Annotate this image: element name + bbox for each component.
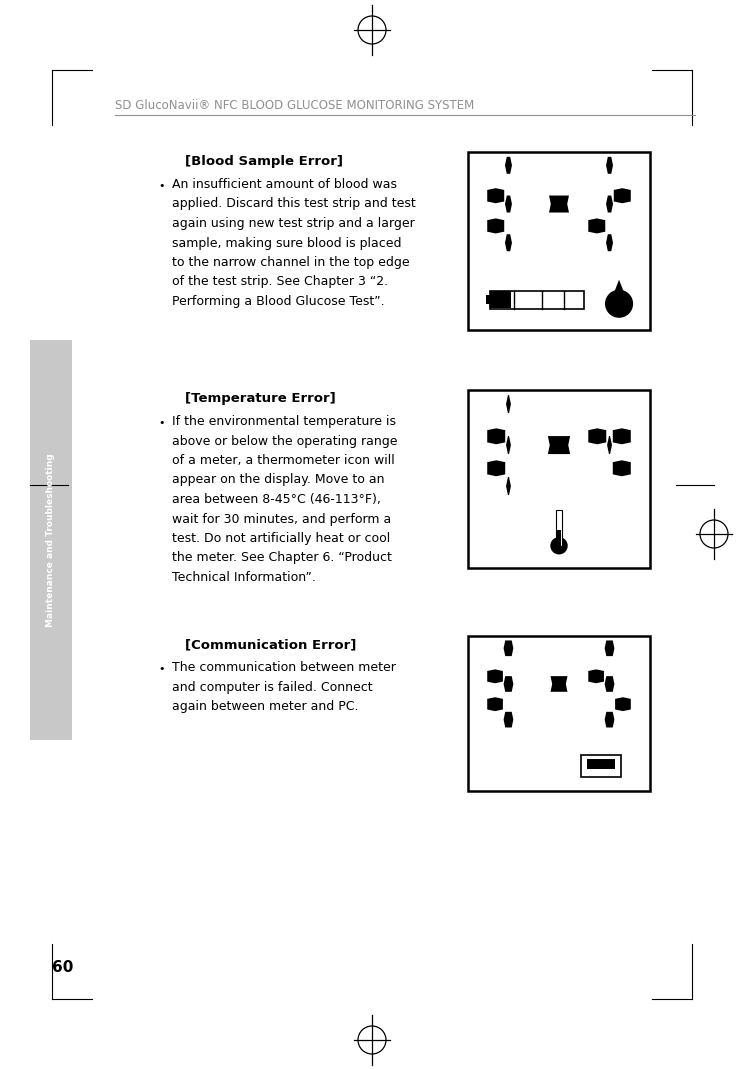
Text: Technical Information”.: Technical Information”. <box>172 571 316 584</box>
Bar <box>468 152 650 330</box>
Bar <box>557 530 561 546</box>
Text: test. Do not artificially heat or cool: test. Do not artificially heat or cool <box>172 532 391 545</box>
Bar <box>468 390 650 568</box>
Text: of a meter, a thermometer icon will: of a meter, a thermometer icon will <box>172 454 395 467</box>
Text: and computer is failed. Connect: and computer is failed. Connect <box>172 681 373 694</box>
Polygon shape <box>606 196 613 213</box>
Text: Performing a Blood Glucose Test”.: Performing a Blood Glucose Test”. <box>172 295 385 308</box>
Polygon shape <box>505 234 512 251</box>
Polygon shape <box>549 196 569 213</box>
Polygon shape <box>606 157 613 174</box>
Text: of the test strip. See Chapter 3 “2.: of the test strip. See Chapter 3 “2. <box>172 276 388 289</box>
Bar <box>587 759 615 770</box>
Polygon shape <box>607 436 612 454</box>
Text: area between 8-45°C (46-113°F),: area between 8-45°C (46-113°F), <box>172 493 381 506</box>
Polygon shape <box>605 640 615 656</box>
Text: [Temperature Error]: [Temperature Error] <box>185 392 336 405</box>
Text: •: • <box>158 664 164 673</box>
Polygon shape <box>487 697 503 711</box>
Text: Maintenance and Troubleshooting: Maintenance and Troubleshooting <box>46 453 56 626</box>
Polygon shape <box>487 188 504 203</box>
Text: again between meter and PC.: again between meter and PC. <box>172 700 359 713</box>
Text: •: • <box>158 418 164 428</box>
Polygon shape <box>487 669 503 683</box>
Text: •: • <box>158 181 164 191</box>
Bar <box>468 636 650 791</box>
Polygon shape <box>606 234 613 251</box>
Polygon shape <box>504 640 513 656</box>
Polygon shape <box>551 676 568 692</box>
Text: applied. Discard this test strip and test: applied. Discard this test strip and tes… <box>172 198 416 211</box>
Bar <box>490 292 511 308</box>
Text: 60: 60 <box>52 960 74 975</box>
Polygon shape <box>589 429 606 445</box>
Polygon shape <box>487 218 504 233</box>
Bar <box>486 295 490 305</box>
Circle shape <box>606 291 632 317</box>
Bar <box>490 291 585 309</box>
Circle shape <box>551 538 567 554</box>
Polygon shape <box>614 188 631 203</box>
Text: wait for 30 minutes, and perform a: wait for 30 minutes, and perform a <box>172 512 391 526</box>
Text: to the narrow channel in the top edge: to the narrow channel in the top edge <box>172 255 410 269</box>
Polygon shape <box>487 461 505 477</box>
Text: SD GlucoNavii® NFC BLOOD GLUCOSE MONITORING SYSTEM: SD GlucoNavii® NFC BLOOD GLUCOSE MONITOR… <box>115 99 474 112</box>
Polygon shape <box>589 669 604 683</box>
Polygon shape <box>613 461 631 477</box>
Text: sample, making sure blood is placed: sample, making sure blood is placed <box>172 236 402 249</box>
Polygon shape <box>487 429 505 445</box>
Polygon shape <box>506 396 511 413</box>
Text: above or below the operating range: above or below the operating range <box>172 434 397 448</box>
Polygon shape <box>506 436 511 454</box>
Polygon shape <box>589 218 606 233</box>
Polygon shape <box>615 697 631 711</box>
Text: [Communication Error]: [Communication Error] <box>185 638 356 651</box>
Polygon shape <box>504 712 513 728</box>
Text: [Blood Sample Error]: [Blood Sample Error] <box>185 155 343 168</box>
Polygon shape <box>605 712 615 728</box>
Polygon shape <box>605 676 615 692</box>
Polygon shape <box>505 196 512 213</box>
Text: If the environmental temperature is: If the environmental temperature is <box>172 415 396 428</box>
Bar <box>557 510 562 546</box>
Text: An insufficient amount of blood was: An insufficient amount of blood was <box>172 179 397 191</box>
Text: the meter. See Chapter 6. “Product: the meter. See Chapter 6. “Product <box>172 552 392 564</box>
Text: appear on the display. Move to an: appear on the display. Move to an <box>172 474 385 486</box>
Polygon shape <box>548 436 570 454</box>
Text: again using new test strip and a larger: again using new test strip and a larger <box>172 217 414 230</box>
Polygon shape <box>505 157 512 174</box>
Text: The communication between meter: The communication between meter <box>172 661 396 673</box>
Polygon shape <box>610 280 629 304</box>
Polygon shape <box>506 477 511 495</box>
Bar <box>581 756 621 777</box>
Polygon shape <box>613 429 631 445</box>
Bar <box>30 340 72 740</box>
Polygon shape <box>504 676 513 692</box>
